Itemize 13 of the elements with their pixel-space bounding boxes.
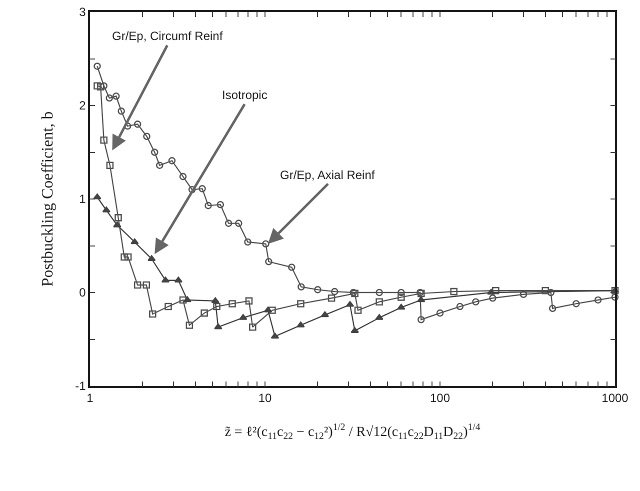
annotation: Gr/Ep, Axial Reinf xyxy=(280,168,376,182)
y-tick-label: -1 xyxy=(75,379,86,394)
y-axis-title: Postbuckling Coefficient, b xyxy=(40,111,57,287)
x-tick-label: 100 xyxy=(430,391,450,406)
y-tick-label: 3 xyxy=(79,5,86,20)
y-tick-label: 0 xyxy=(79,286,86,300)
annotation: Isotropic xyxy=(222,88,268,102)
text: z̃ = ℓ²(c$_{11}$c$_{22}$ − c$_{12}$²)$^{1/2}$ / R√12(c$_{11}$c$_{22}$D$_{11}$D$_{22}$)$^{1/4}$ xyxy=(224,422,480,442)
annotation: Gr/Ep, Circumf Reinf xyxy=(112,29,224,43)
y-tick-label: 1 xyxy=(79,192,86,206)
x-tick-label: 1000 xyxy=(602,391,629,406)
y-tick-label: 2 xyxy=(79,98,86,113)
x-tick-label: 10 xyxy=(258,391,272,406)
